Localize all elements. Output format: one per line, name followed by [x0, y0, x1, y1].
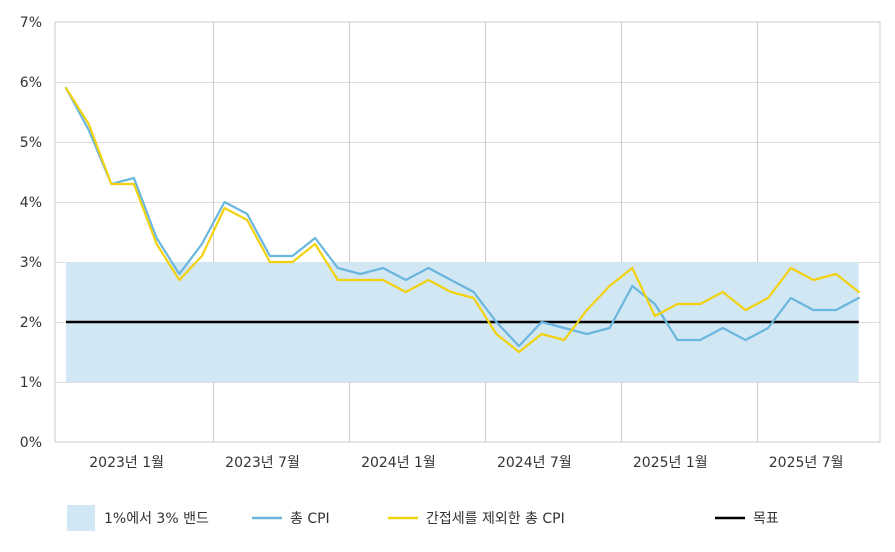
- y-tick-label: 5%: [20, 135, 42, 151]
- x-tick-label: 2025년 7월: [769, 455, 844, 471]
- legend-band-swatch: [67, 505, 95, 531]
- x-tick-label: 2025년 1월: [633, 455, 708, 471]
- y-tick-label: 3%: [20, 255, 42, 271]
- y-tick-label: 1%: [20, 375, 42, 391]
- x-tick-label: 2024년 1월: [361, 455, 436, 471]
- series-line-1: [64, 86, 860, 348]
- x-tick-label: 2024년 7월: [497, 455, 572, 471]
- x-tick-label: 2023년 7월: [225, 455, 300, 471]
- legend-band-label: 1%에서 3% 밴드: [104, 511, 209, 527]
- legend-target-label: 목표: [753, 511, 779, 527]
- y-tick-label: 7%: [20, 15, 42, 31]
- y-tick-label: 4%: [20, 195, 42, 211]
- y-tick-label: 2%: [20, 315, 42, 331]
- series-line-2: [64, 86, 860, 354]
- y-tick-label: 6%: [20, 75, 42, 91]
- y-tick-label: 0%: [20, 435, 42, 451]
- x-tick-label: 2023년 1월: [89, 455, 164, 471]
- legend-series-1-label: 총 CPI: [290, 511, 330, 527]
- legend-series-2-label: 간접세를 제외한 총 CPI: [426, 511, 565, 527]
